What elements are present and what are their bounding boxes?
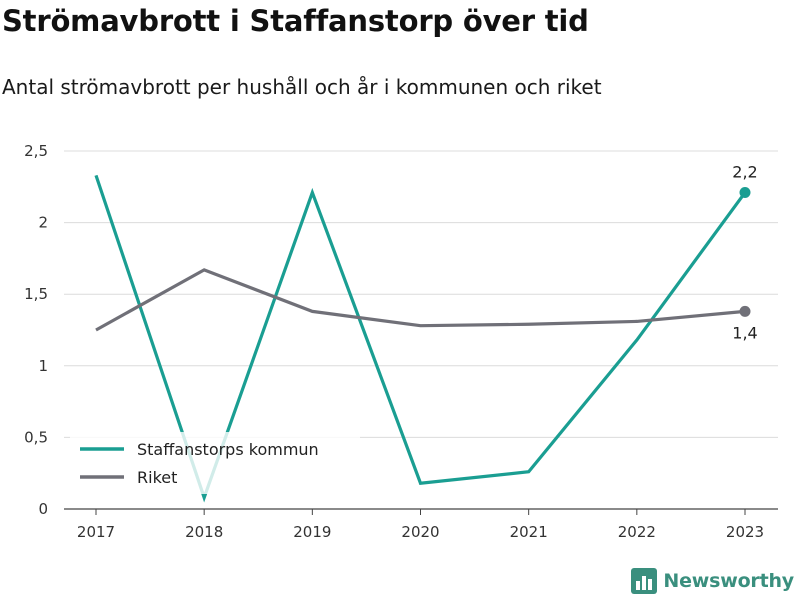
axes: 0 0,5 1 1,5 2 2,5 2017 2018 2019 2020 2021 2022 2023 xyxy=(24,142,778,541)
y-tick-label: 1 xyxy=(38,357,48,375)
bar-chart-logo-icon xyxy=(631,568,658,594)
x-tick-label: 2019 xyxy=(293,523,331,541)
series-line-2 xyxy=(95,268,746,332)
legend-label-1: Staffanstorps kommun xyxy=(137,440,319,459)
x-tick-label: 2017 xyxy=(77,523,115,541)
x-tick-label: 2022 xyxy=(618,523,656,541)
y-tick-label: 2 xyxy=(38,214,48,232)
y-tick-label: 0,5 xyxy=(24,428,48,446)
end-label-riket: 1,4 xyxy=(732,323,757,342)
brand-name: Newsworthy xyxy=(663,570,794,592)
page-subtitle: Antal strömavbrott per hushåll och år i … xyxy=(2,75,602,99)
end-label-staffanstorp: 2,2 xyxy=(732,163,757,182)
series-line-1 xyxy=(94,174,747,503)
page-title: Strömavbrott i Staffanstorp över tid xyxy=(2,4,589,38)
y-tick-label: 2,5 xyxy=(24,142,48,160)
series-lines xyxy=(94,174,751,503)
brand-logo: Newsworthy xyxy=(631,568,794,594)
x-tick-label: 2018 xyxy=(185,523,223,541)
legend-background xyxy=(70,432,360,494)
end-point-marker-2 xyxy=(739,305,751,317)
x-tick-label: 2021 xyxy=(510,523,548,541)
y-tick-label: 1,5 xyxy=(24,285,48,303)
x-tick-label: 2023 xyxy=(726,523,764,541)
y-tick-label: 0 xyxy=(38,500,48,518)
end-labels: 2,2 1,4 xyxy=(732,163,757,343)
legend-label-2: Riket xyxy=(137,468,177,487)
x-tick-label: 2020 xyxy=(401,523,439,541)
end-point-marker-1 xyxy=(739,187,751,199)
legend: Staffanstorps kommun Riket xyxy=(70,432,360,494)
